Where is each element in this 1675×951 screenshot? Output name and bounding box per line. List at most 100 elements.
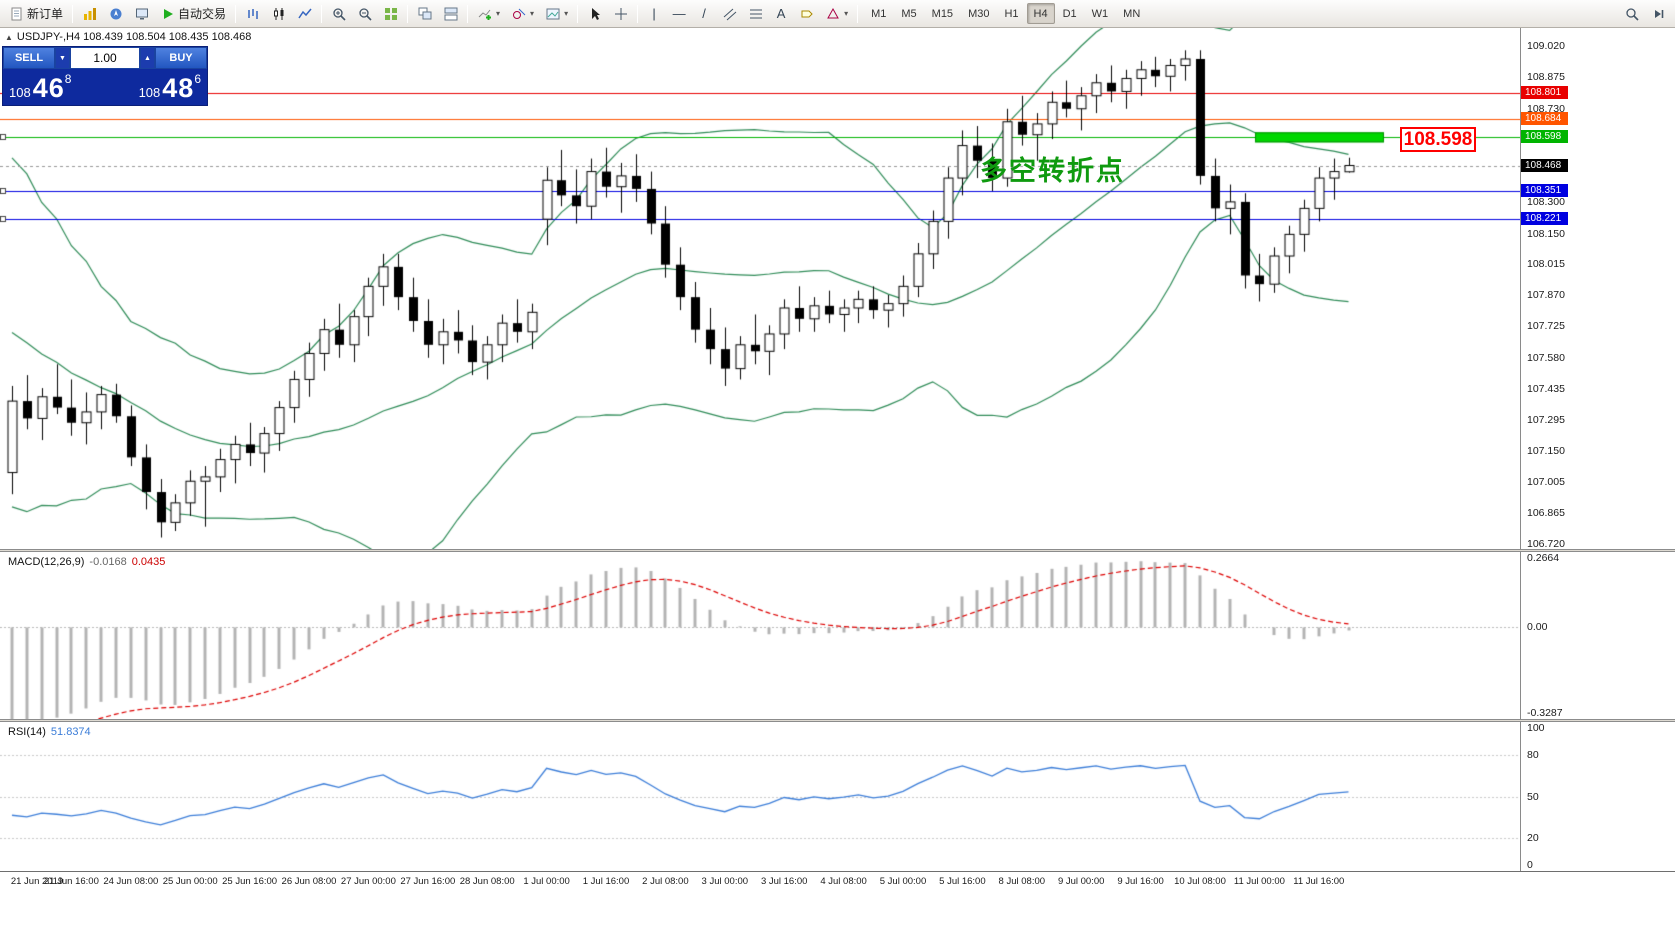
price-line-badge: 108.598 (1521, 130, 1568, 144)
indicators-button[interactable]: ▾ (472, 2, 505, 25)
buy-button[interactable]: BUY (155, 47, 207, 69)
panel-splitter[interactable] (0, 719, 1675, 722)
rsi-name: RSI(14) (8, 726, 46, 738)
volume-increase-button[interactable]: ▲ (140, 47, 155, 69)
volume-decrease-button[interactable]: ▼ (55, 47, 70, 69)
volume-input[interactable] (70, 47, 140, 69)
bid-whole: 108 (9, 85, 31, 100)
candlestick-chart-button[interactable] (266, 2, 291, 25)
timeframe-button-m30[interactable]: M30 (961, 3, 996, 24)
price-axis-label: 106.865 (1527, 506, 1565, 519)
price-axis-label: 108.150 (1527, 228, 1565, 241)
line-chart-icon (297, 6, 312, 21)
timeframe-button-d1[interactable]: D1 (1056, 3, 1084, 24)
price-axis-label: 107.580 (1527, 351, 1565, 364)
time-axis-label: 2 Jul 08:00 (642, 876, 689, 887)
macd-panel-canvas[interactable] (0, 552, 1520, 719)
rsi-value: 51.8374 (50, 726, 91, 738)
bar-chart-icon (245, 6, 260, 21)
zoom-out-button[interactable] (352, 2, 377, 25)
market-watch-button[interactable] (77, 2, 102, 25)
channel-tool-button[interactable] (717, 2, 742, 25)
tile-windows-button[interactable] (378, 2, 403, 25)
time-axis-label: 27 Jun 16:00 (400, 876, 456, 887)
horizontal-line-tool-button[interactable]: — (667, 2, 691, 25)
templates-button[interactable]: ▾ (540, 2, 573, 25)
vertical-line-icon: | (652, 6, 656, 21)
bar-chart-button[interactable] (240, 2, 265, 25)
sell-button[interactable]: SELL (3, 47, 55, 69)
toolbar-separator (467, 4, 469, 23)
price-axis-label: 109.020 (1527, 39, 1565, 52)
collapse-trade-panel-icon[interactable]: ▲ (5, 32, 13, 42)
toolbar-separator (321, 4, 323, 23)
trade-panel-prices: 108468 108486 (3, 69, 207, 107)
price-axis-separator (1520, 28, 1521, 871)
label-tool-button[interactable] (794, 2, 819, 25)
rsi-panel-canvas[interactable] (0, 722, 1520, 871)
timeframe-button-mn[interactable]: MN (1116, 3, 1147, 24)
price-axis-label: 107.725 (1527, 320, 1565, 333)
shapes-tool-button[interactable]: ▾ (820, 2, 853, 25)
auto-trading-play-icon (160, 6, 175, 21)
trendline-tool-button[interactable]: / (692, 2, 716, 25)
trendline-icon: / (702, 6, 706, 21)
new-order-button[interactable]: 新订单 (4, 2, 68, 25)
trade-panel-controls: SELL ▼ ▲ BUY (3, 47, 207, 69)
fibonacci-tool-button[interactable] (743, 2, 768, 25)
objects-button[interactable]: ▾ (506, 2, 539, 25)
vertical-line-tool-button[interactable]: | (642, 2, 666, 25)
price-axis-label: 107.295 (1527, 413, 1565, 426)
text-tool-button[interactable]: A (769, 2, 793, 25)
time-axis-label: 1 Jul 00:00 (523, 876, 570, 887)
time-axis-label: 28 Jun 08:00 (459, 876, 515, 887)
step-forward-icon (1651, 6, 1666, 21)
timeframe-button-h4[interactable]: H4 (1026, 3, 1055, 24)
line-chart-button[interactable] (292, 2, 317, 25)
cursor-tool-button[interactable] (582, 2, 607, 25)
macd-axis-label: -0.3287 (1527, 707, 1563, 719)
symbol-title: ▲ USDJPY-,H4 108.439 108.504 108.435 108… (5, 31, 251, 43)
toolbar: 新订单 自动交易 ▾ ▾ ▾ | — / A ▾ (0, 0, 1675, 28)
time-axis-label: 10 Jul 08:00 (1174, 876, 1226, 887)
panel-splitter[interactable] (0, 549, 1675, 552)
cascade-windows-button[interactable] (412, 2, 437, 25)
time-axis-label: 25 Jun 16:00 (222, 876, 278, 887)
macd-signal-value: 0.0435 (131, 556, 166, 568)
price-line-badge: 108.684 (1521, 111, 1568, 125)
toolbar-separator (577, 4, 579, 23)
price-line-badge: 108.351 (1521, 183, 1568, 197)
auto-trading-button[interactable]: 自动交易 (155, 2, 231, 25)
terminal-button[interactable] (129, 2, 154, 25)
time-axis-label: 24 Jun 08:00 (103, 876, 159, 887)
crosshair-tool-button[interactable] (608, 2, 633, 25)
timeframe-button-h1[interactable]: H1 (997, 3, 1025, 24)
main-chart-canvas[interactable] (0, 28, 1520, 549)
indicators-icon (477, 6, 492, 21)
time-axis-label: 3 Jul 16:00 (760, 876, 808, 887)
navigator-button[interactable] (103, 2, 128, 25)
price-axis-label: 107.150 (1527, 444, 1565, 457)
search-button[interactable] (1619, 2, 1644, 25)
price-axis-label: 108.015 (1527, 257, 1565, 270)
candlestick-icon (271, 6, 286, 21)
tile-windows-icon (383, 6, 398, 21)
crosshair-icon (613, 6, 628, 21)
timeframe-button-m15[interactable]: M15 (925, 3, 960, 24)
cursor-icon (587, 6, 602, 21)
macd-main-value: -0.0168 (89, 556, 127, 568)
tile-horizontal-icon (443, 6, 458, 21)
macd-axis-label: 0.00 (1527, 621, 1548, 634)
timeframe-button-w1[interactable]: W1 (1085, 3, 1116, 24)
toolbar-separator (637, 4, 639, 23)
time-axis-label: 9 Jul 16:00 (1117, 876, 1164, 887)
timeframe-button-m1[interactable]: M1 (864, 3, 893, 24)
tile-horizontal-button[interactable] (438, 2, 463, 25)
zoom-in-icon (331, 6, 346, 21)
price-axis-label: 107.435 (1527, 383, 1565, 396)
zoom-in-button[interactable] (326, 2, 351, 25)
timeframe-button-m5[interactable]: M5 (894, 3, 923, 24)
time-axis-label: 5 Jul 16:00 (939, 876, 986, 887)
chart-shift-button[interactable] (1646, 2, 1671, 25)
